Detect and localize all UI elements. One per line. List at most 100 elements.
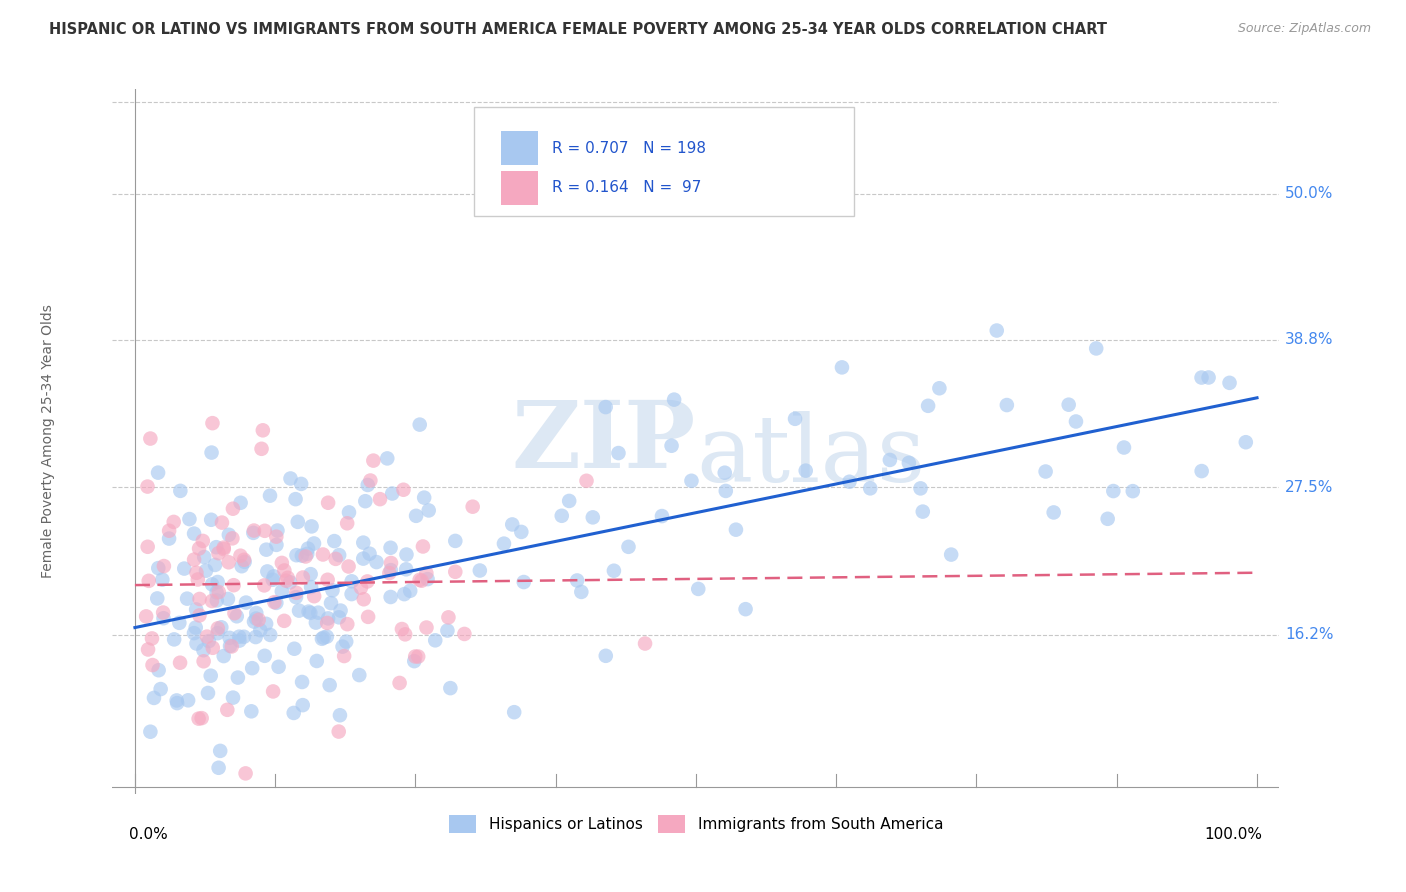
Point xyxy=(928,381,950,395)
Point xyxy=(468,564,491,578)
Point xyxy=(195,564,218,578)
Point xyxy=(688,582,710,596)
Point xyxy=(404,649,426,664)
Point xyxy=(352,535,374,549)
Point xyxy=(661,439,683,453)
Point xyxy=(551,508,574,523)
Point xyxy=(1064,415,1087,429)
Point xyxy=(291,675,314,690)
Text: 50.0%: 50.0% xyxy=(1285,186,1333,201)
Point xyxy=(336,516,359,531)
Point xyxy=(177,693,200,707)
Point xyxy=(207,546,229,560)
Point xyxy=(141,658,163,673)
Point xyxy=(294,549,316,564)
Point xyxy=(291,549,314,563)
Point xyxy=(276,574,298,588)
Point xyxy=(1112,441,1135,455)
Point xyxy=(412,540,434,554)
Point xyxy=(148,663,170,677)
Point xyxy=(302,589,325,603)
Point xyxy=(359,474,381,488)
Point xyxy=(305,654,328,668)
Point xyxy=(221,532,243,546)
Point xyxy=(910,482,932,496)
Point xyxy=(917,399,939,413)
Point xyxy=(219,639,242,653)
Point xyxy=(221,640,243,654)
Point xyxy=(228,630,250,644)
Point xyxy=(135,609,157,624)
Point xyxy=(222,578,245,592)
Point xyxy=(245,606,267,620)
Point xyxy=(166,696,188,710)
Point xyxy=(357,478,380,492)
Point xyxy=(404,654,426,668)
Point xyxy=(444,565,467,579)
Point xyxy=(148,561,170,575)
Point xyxy=(340,587,363,601)
Point xyxy=(136,479,159,493)
Point xyxy=(218,555,240,569)
Point xyxy=(333,648,356,663)
Point xyxy=(831,360,853,375)
Point xyxy=(201,594,224,608)
Point xyxy=(143,690,166,705)
Point xyxy=(186,636,208,650)
Point xyxy=(138,574,160,588)
Point xyxy=(1042,505,1064,519)
Point xyxy=(197,686,219,700)
Point xyxy=(193,643,215,657)
Legend: Hispanics or Latinos, Immigrants from South America: Hispanics or Latinos, Immigrants from So… xyxy=(443,809,949,839)
Point xyxy=(288,604,311,618)
Point xyxy=(184,621,207,635)
Point xyxy=(328,610,350,624)
Point xyxy=(253,648,276,663)
Point xyxy=(312,631,335,645)
Point xyxy=(734,602,756,616)
Point xyxy=(297,541,319,556)
Point xyxy=(141,632,163,646)
Point xyxy=(245,611,267,625)
Text: R = 0.707   N = 198: R = 0.707 N = 198 xyxy=(553,141,706,156)
Point xyxy=(307,606,329,620)
Point xyxy=(350,581,373,595)
Point xyxy=(436,624,458,638)
Point xyxy=(191,533,214,548)
Point xyxy=(152,606,174,620)
Point xyxy=(783,412,806,426)
Point xyxy=(266,538,288,552)
Point xyxy=(273,614,295,628)
Point xyxy=(941,548,963,562)
Point xyxy=(285,548,308,562)
Point xyxy=(305,615,328,630)
Point xyxy=(186,602,208,616)
Point xyxy=(186,566,208,580)
Point xyxy=(378,566,401,580)
Point xyxy=(1234,435,1257,450)
Point xyxy=(425,633,447,648)
Point xyxy=(391,622,413,636)
Point xyxy=(380,556,402,570)
Point xyxy=(1097,512,1119,526)
Point xyxy=(209,620,232,634)
Point xyxy=(323,534,346,549)
Point xyxy=(363,453,385,467)
Point xyxy=(201,416,224,430)
Point xyxy=(217,703,239,717)
Point xyxy=(388,676,411,690)
Point xyxy=(254,542,277,557)
Point xyxy=(212,541,235,555)
Point xyxy=(394,587,416,601)
Point xyxy=(408,573,430,587)
Point xyxy=(302,536,325,550)
Point xyxy=(278,575,301,590)
Point xyxy=(617,540,640,554)
Point xyxy=(349,668,371,682)
Point xyxy=(287,515,309,529)
Point xyxy=(1057,398,1080,412)
Point xyxy=(277,571,299,585)
Point xyxy=(263,595,285,609)
Point xyxy=(253,578,276,592)
Point xyxy=(284,492,307,507)
